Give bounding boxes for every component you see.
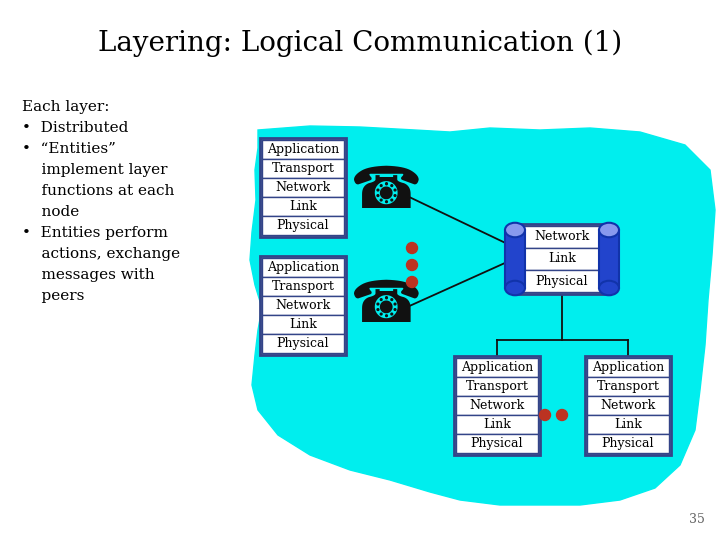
FancyBboxPatch shape: [262, 140, 344, 159]
FancyBboxPatch shape: [454, 356, 540, 455]
Text: Link: Link: [289, 200, 317, 213]
Text: implement layer: implement layer: [22, 163, 168, 177]
FancyBboxPatch shape: [587, 358, 669, 377]
FancyBboxPatch shape: [262, 315, 344, 334]
Circle shape: [407, 242, 418, 253]
FancyBboxPatch shape: [262, 296, 344, 315]
FancyBboxPatch shape: [587, 396, 669, 415]
Ellipse shape: [505, 281, 525, 295]
Text: Network: Network: [275, 181, 330, 194]
FancyBboxPatch shape: [515, 224, 609, 294]
FancyBboxPatch shape: [262, 197, 344, 216]
Text: Transport: Transport: [597, 380, 660, 393]
Text: Physical: Physical: [471, 437, 523, 450]
Text: Transport: Transport: [271, 162, 334, 175]
Text: •  “Entities”: • “Entities”: [22, 142, 116, 156]
Text: ☎: ☎: [348, 164, 421, 220]
Text: Application: Application: [592, 361, 664, 374]
Text: Physical: Physical: [602, 437, 654, 450]
FancyBboxPatch shape: [517, 270, 607, 292]
FancyBboxPatch shape: [517, 248, 607, 270]
Text: Application: Application: [461, 361, 533, 374]
FancyBboxPatch shape: [262, 216, 344, 235]
Text: functions at each: functions at each: [22, 184, 174, 198]
FancyBboxPatch shape: [587, 434, 669, 453]
Text: Network: Network: [275, 299, 330, 312]
FancyBboxPatch shape: [456, 377, 538, 396]
Text: messages with: messages with: [22, 268, 155, 282]
Polygon shape: [250, 126, 715, 505]
Text: Layering: Logical Communication (1): Layering: Logical Communication (1): [98, 30, 622, 57]
FancyBboxPatch shape: [587, 377, 669, 396]
Text: •  Entities perform: • Entities perform: [22, 226, 168, 240]
FancyBboxPatch shape: [260, 256, 346, 355]
Text: Application: Application: [267, 261, 339, 274]
FancyBboxPatch shape: [517, 226, 607, 248]
FancyBboxPatch shape: [262, 334, 344, 353]
FancyBboxPatch shape: [260, 138, 346, 237]
Text: Physical: Physical: [536, 274, 588, 287]
Circle shape: [539, 409, 551, 421]
Text: 35: 35: [689, 513, 705, 526]
FancyBboxPatch shape: [456, 415, 538, 434]
Text: node: node: [22, 205, 79, 219]
FancyBboxPatch shape: [262, 277, 344, 296]
FancyBboxPatch shape: [587, 415, 669, 434]
Ellipse shape: [599, 281, 619, 295]
Ellipse shape: [599, 222, 619, 237]
Text: actions, exchange: actions, exchange: [22, 247, 180, 261]
FancyBboxPatch shape: [456, 434, 538, 453]
Text: •  Distributed: • Distributed: [22, 121, 128, 135]
FancyBboxPatch shape: [262, 178, 344, 197]
Text: Application: Application: [267, 143, 339, 156]
Text: Network: Network: [469, 399, 525, 412]
Circle shape: [557, 409, 567, 421]
Text: Physical: Physical: [276, 337, 329, 350]
Text: peers: peers: [22, 289, 84, 303]
FancyBboxPatch shape: [585, 356, 671, 455]
Circle shape: [407, 260, 418, 271]
Text: Network: Network: [534, 231, 590, 244]
FancyBboxPatch shape: [505, 230, 525, 288]
Text: Network: Network: [600, 399, 656, 412]
Text: Physical: Physical: [276, 219, 329, 232]
Text: Transport: Transport: [466, 380, 528, 393]
Ellipse shape: [505, 222, 525, 237]
FancyBboxPatch shape: [599, 230, 619, 288]
Text: Link: Link: [289, 318, 317, 331]
Circle shape: [407, 276, 418, 287]
FancyBboxPatch shape: [262, 258, 344, 277]
Text: Transport: Transport: [271, 280, 334, 293]
Text: Each layer:: Each layer:: [22, 100, 109, 114]
FancyBboxPatch shape: [456, 396, 538, 415]
Text: ☎: ☎: [348, 276, 421, 334]
Text: Link: Link: [483, 418, 511, 431]
Text: Link: Link: [614, 418, 642, 431]
FancyBboxPatch shape: [262, 159, 344, 178]
Text: Link: Link: [548, 253, 576, 266]
FancyBboxPatch shape: [456, 358, 538, 377]
